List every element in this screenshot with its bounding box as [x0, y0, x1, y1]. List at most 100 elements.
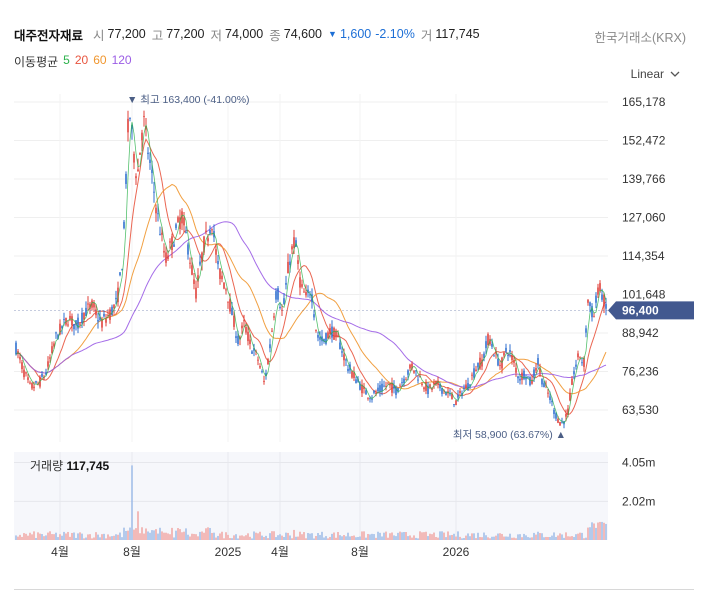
- volume-bar: [599, 521, 601, 540]
- volume-bar: [329, 536, 331, 540]
- ma-legend[interactable]: 이동평균 5 20 60 120: [14, 53, 132, 70]
- volume-bar: [473, 533, 475, 540]
- candle-body: [379, 385, 381, 392]
- volume-bar: [365, 537, 367, 540]
- candle-body: [481, 359, 483, 367]
- volume-bar: [535, 534, 537, 540]
- volume-bar: [267, 538, 269, 540]
- candle-body: [309, 294, 311, 296]
- candle-body: [423, 387, 425, 390]
- volume-bar: [151, 530, 153, 540]
- volume-bar: [185, 528, 187, 540]
- volume-bar: [43, 536, 45, 540]
- volume-bar: [181, 532, 183, 540]
- volume-bar: [103, 533, 105, 540]
- candle-body: [511, 355, 513, 361]
- volume-bar: [79, 532, 81, 540]
- candle-body: [143, 115, 145, 117]
- volume-bar: [159, 527, 161, 540]
- volume-bar: [435, 536, 437, 540]
- volume-tick-label: 4.05m: [622, 456, 655, 470]
- candle-body: [507, 355, 509, 357]
- candle-body: [63, 319, 65, 321]
- volume-bar: [251, 538, 253, 540]
- volume-bar: [373, 534, 375, 540]
- volume-bar: [91, 538, 93, 540]
- volume-bar: [15, 535, 17, 540]
- candle-body: [205, 230, 207, 232]
- volume-bar: [273, 531, 275, 540]
- candle-body: [527, 376, 529, 378]
- volume-bar: [443, 532, 445, 540]
- candle-body: [133, 153, 135, 163]
- candle-body: [129, 117, 131, 119]
- volume-bar: [439, 531, 441, 540]
- volume-bar: [119, 532, 121, 540]
- candle-body: [451, 393, 453, 400]
- volume-bar: [311, 533, 313, 540]
- volume-bar: [559, 533, 561, 540]
- volume-bar: [17, 536, 19, 540]
- candle-body: [157, 213, 159, 215]
- candle-body: [275, 291, 277, 300]
- candle-body: [313, 314, 315, 318]
- candle-body: [163, 250, 165, 253]
- volume-bar: [305, 538, 307, 540]
- candle-body: [479, 357, 481, 369]
- scale-dropdown[interactable]: Linear: [631, 67, 680, 81]
- candle-body: [571, 378, 573, 385]
- candle-body: [411, 363, 413, 369]
- volume-bar: [125, 530, 127, 540]
- candle-body: [51, 346, 53, 354]
- candle-body: [27, 377, 29, 380]
- volume-bar: [501, 533, 503, 540]
- candle-body: [219, 268, 221, 279]
- volume-bar: [575, 534, 577, 540]
- price-tick-label: 127,060: [622, 211, 666, 225]
- close-value: 74,600: [283, 27, 323, 41]
- candle-body: [583, 357, 585, 367]
- volume-bar: [379, 532, 381, 540]
- volume-bar: [537, 531, 539, 540]
- candle-body: [529, 376, 531, 386]
- volume-bar: [409, 535, 411, 540]
- candle-body: [433, 382, 435, 385]
- candle-body: [397, 388, 399, 392]
- volume-bar: [411, 537, 413, 540]
- volume-bar: [277, 535, 279, 540]
- volume-bar: [153, 530, 155, 540]
- candle-body: [103, 313, 105, 317]
- candle-body: [235, 336, 237, 339]
- volume-bar: [339, 535, 341, 540]
- volume-bar: [51, 534, 53, 540]
- candle-body: [499, 364, 501, 366]
- volume-bar: [223, 538, 225, 540]
- open-value: 77,200: [107, 27, 146, 41]
- volume-bar: [275, 537, 277, 540]
- volume-bar: [441, 531, 443, 540]
- volume-bar: [531, 537, 533, 540]
- volume-bar: [335, 537, 337, 540]
- time-tick-label: 8월: [351, 545, 369, 559]
- candle-body: [149, 159, 151, 163]
- candle-body: [21, 362, 23, 370]
- candle-body: [547, 392, 549, 394]
- volume-bar: [81, 533, 83, 540]
- volume-bar: [281, 535, 283, 540]
- volume-bar: [235, 534, 237, 540]
- volume-bar: [469, 536, 471, 540]
- candle-body: [121, 269, 123, 271]
- candle-body: [105, 318, 107, 323]
- candle-body: [329, 328, 331, 335]
- exchange-name: 한국거래소(KRX): [594, 31, 686, 45]
- volume-bar: [333, 532, 335, 540]
- candle-body: [249, 339, 251, 345]
- volume-bar: [417, 538, 419, 540]
- volume-bar: [321, 531, 323, 540]
- candle-body: [561, 421, 563, 423]
- volume-bar: [445, 537, 447, 540]
- candle-body: [395, 387, 397, 395]
- bottom-divider: [14, 589, 694, 590]
- candle-body: [85, 307, 87, 317]
